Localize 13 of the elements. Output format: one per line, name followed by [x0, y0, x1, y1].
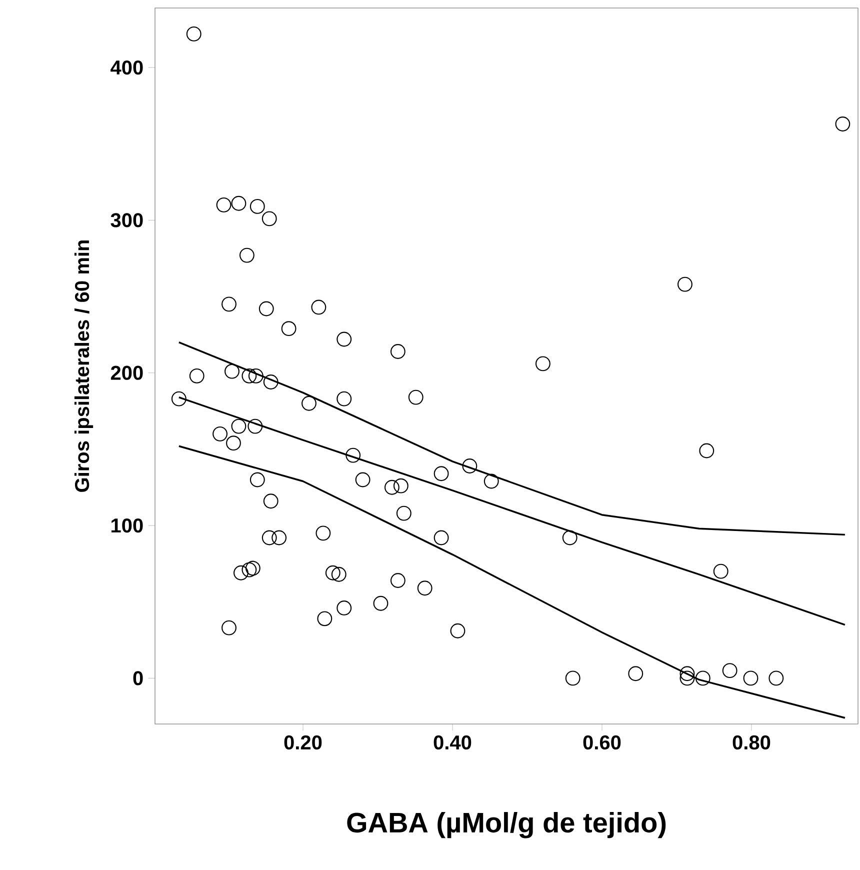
y-tick-label: 0: [133, 671, 143, 686]
y-tick-label: 300: [110, 213, 143, 228]
y-axis-title: Giros ipsilaterales / 60 min: [74, 240, 94, 492]
y-tick-label: 100: [112, 518, 143, 533]
x-tick-label: 0.60: [583, 735, 621, 750]
line-series: [178, 445, 846, 719]
x-tick-label: 0.20: [284, 735, 322, 750]
x-tick-label: 0.40: [434, 735, 472, 750]
line-series: [178, 341, 846, 536]
x-tick-label: 0.80: [732, 735, 770, 750]
y-tick-label: 400: [110, 60, 143, 75]
x-axis-title: GABA (µMol/g de tejido): [347, 812, 666, 838]
y-tick-label: 200: [110, 366, 143, 380]
